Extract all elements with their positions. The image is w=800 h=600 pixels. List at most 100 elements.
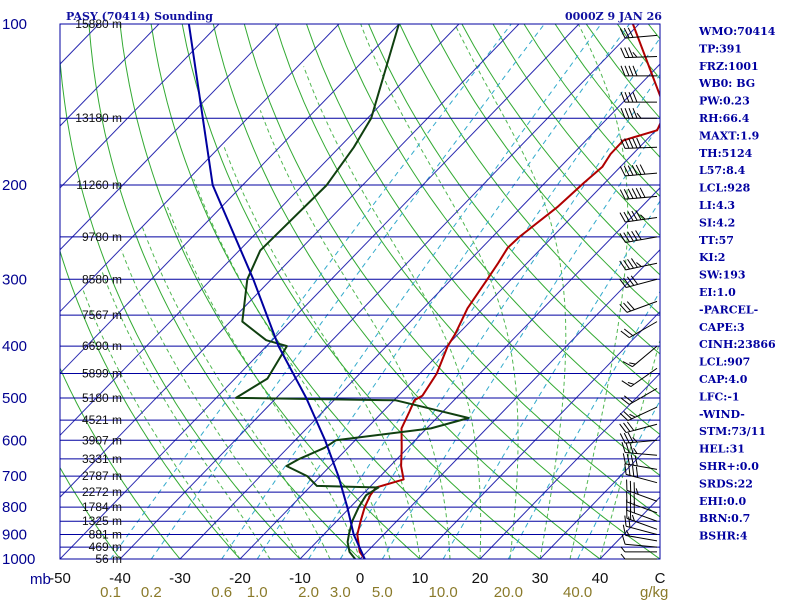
isotherm [479, 372, 660, 559]
wind-barb-flag [627, 382, 635, 385]
isotherm [60, 24, 220, 189]
isotherm [60, 24, 280, 251]
moist-adiabat [101, 271, 271, 559]
wind-barb-flag [619, 212, 626, 223]
wind-barb-staff [632, 345, 658, 368]
wind-barb [621, 442, 658, 456]
pressure-tick-label: 200 [2, 177, 27, 194]
moist-adiabat [303, 66, 482, 559]
wind-barb-flag [624, 65, 630, 77]
pressure-tick-label: 1000 [2, 551, 35, 568]
mixing-ratio-tick-label: 5.0 [372, 584, 393, 600]
temperature-tick-label: -20 [229, 570, 251, 587]
isotherm [60, 24, 160, 127]
wind-barb-staff [625, 534, 658, 542]
wind-barb-flag [629, 413, 636, 418]
index-line: KI:2 [699, 251, 725, 264]
profile-line-1 [356, 24, 660, 559]
wind-barb-flag [625, 530, 630, 537]
chart-title: PASY (70414) Sounding [66, 10, 213, 23]
temperature-tick-label: -30 [169, 570, 191, 587]
index-line: RH:66.4 [699, 112, 750, 125]
wind-barb-flag [631, 165, 638, 176]
wind-barb-flag [627, 231, 634, 242]
wind-barb-staff [625, 439, 658, 444]
wind-barb-flag [639, 164, 646, 175]
wind-barb-flag [624, 47, 630, 58]
height-label: 9780 m [82, 230, 122, 244]
wind-barb-flag [632, 108, 638, 119]
wind-barb-staff [626, 300, 658, 313]
wind-barb-staff [625, 262, 658, 271]
wind-barb [619, 230, 658, 243]
wind-barb-staff [625, 172, 658, 177]
isotherms [60, 24, 660, 559]
wind-barb-flag [623, 188, 630, 200]
isotherm [179, 63, 660, 559]
wind-barb [621, 533, 658, 548]
pressure-tick-label: 800 [2, 499, 27, 516]
wind-barb-flag [629, 442, 634, 454]
moist-adiabat [223, 147, 421, 559]
wind-barb-staff [625, 463, 658, 470]
wind-barb-flag [639, 187, 646, 198]
wind-barb-flag [636, 262, 642, 267]
wind-barb-flag [625, 442, 630, 454]
wind-barb-flag [624, 108, 630, 119]
wind-barb-staff [625, 543, 658, 548]
wind-barb-flag [623, 211, 630, 222]
wind-barb-flag [623, 232, 630, 243]
isotherm [299, 187, 660, 559]
isotherm [60, 24, 340, 313]
moist-adiabat [259, 110, 451, 559]
wind-barb-flag [628, 516, 631, 528]
wind-barb-flag [630, 275, 639, 285]
wind-barb [619, 187, 658, 200]
height-label: 13180 m [75, 111, 122, 125]
height-label: 1325 m [82, 514, 122, 528]
profile-line-3 [187, 24, 366, 559]
wind-barb-flag [626, 301, 635, 310]
wind-barb [619, 258, 658, 271]
isotherm [359, 249, 660, 559]
wind-barb-flag [628, 65, 634, 77]
wind-barb-flag [635, 488, 639, 495]
wind-barb-staff [625, 423, 658, 434]
wind-barb-flag [619, 423, 627, 433]
wind-barb-flag [626, 453, 630, 465]
pressure-tick-label: 300 [2, 271, 27, 288]
wind-barb-flag [631, 258, 638, 268]
wind-barb-flag [620, 330, 630, 339]
temperature-tick-label: -40 [109, 570, 131, 587]
height-label: 5899 m [82, 366, 122, 380]
wind-barb-flag [635, 210, 642, 220]
wind-barb-flag [624, 463, 627, 475]
isotherm [419, 310, 660, 559]
pressure-tick-label: 100 [2, 16, 27, 33]
wind-barb [624, 463, 658, 484]
wind-barb [622, 524, 658, 542]
wind-barb [619, 27, 658, 39]
wind-barb-staff [629, 388, 658, 405]
temperature-tick-label: 0 [356, 570, 364, 587]
wind-barb-flag [619, 260, 627, 271]
mixing-ratio-tick-label: 0.2 [141, 584, 162, 600]
wind-barb-flag [624, 515, 627, 527]
index-line: STM:73/11 [699, 425, 766, 438]
wind-barb-flag [620, 91, 626, 103]
profile-line-2 [235, 24, 470, 559]
wind-barb-flag [624, 138, 630, 149]
index-line: TT:57 [699, 234, 734, 247]
temperature-tick-label: 20 [472, 570, 489, 587]
wind-barb-flag [628, 138, 634, 149]
wind-barb-flag [623, 432, 630, 443]
wind-barb-flag [619, 303, 628, 313]
height-label: 469 m [89, 540, 122, 554]
index-line: SW:193 [699, 269, 746, 282]
height-label: 2787 m [82, 469, 122, 483]
moist-adiabat [121, 250, 301, 559]
index-line: MAXT:1.9 [699, 129, 759, 142]
index-line: LCL:928 [699, 182, 751, 195]
wind-barb-flag [619, 28, 626, 39]
